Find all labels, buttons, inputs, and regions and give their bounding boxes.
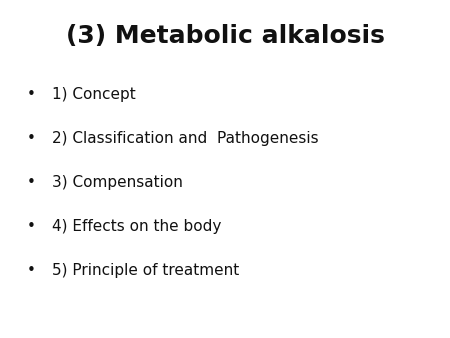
Text: (3) Metabolic alkalosis: (3) Metabolic alkalosis xyxy=(66,24,384,48)
Text: 1) Concept: 1) Concept xyxy=(52,87,135,102)
Text: 3) Compensation: 3) Compensation xyxy=(52,175,183,190)
Text: •: • xyxy=(27,263,36,278)
Text: •: • xyxy=(27,87,36,102)
Text: •: • xyxy=(27,175,36,190)
Text: 2) Classification and  Pathogenesis: 2) Classification and Pathogenesis xyxy=(52,131,319,146)
Text: 4) Effects on the body: 4) Effects on the body xyxy=(52,219,221,234)
Text: •: • xyxy=(27,131,36,146)
Text: 5) Principle of treatment: 5) Principle of treatment xyxy=(52,263,239,278)
Text: •: • xyxy=(27,219,36,234)
